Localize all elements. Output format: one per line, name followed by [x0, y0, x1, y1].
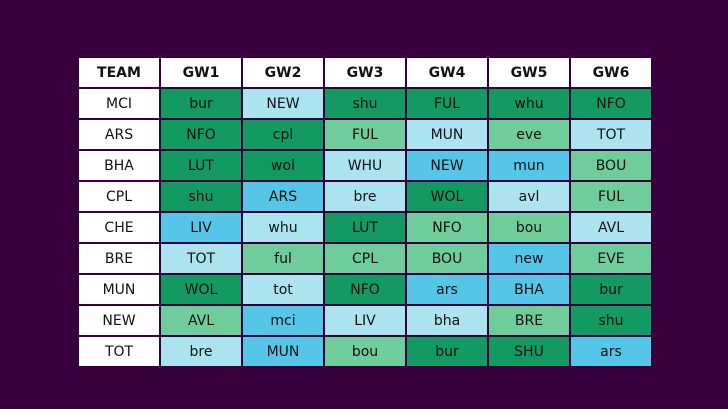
fixture-cell: mci: [243, 306, 323, 335]
fixture-cell: LUT: [325, 213, 405, 242]
fixture-cell: ars: [407, 275, 487, 304]
fixture-cell: shu: [571, 306, 651, 335]
team-name-cell: MCI: [79, 89, 159, 118]
fixture-cell: WHU: [325, 151, 405, 180]
team-name-cell: BRE: [79, 244, 159, 273]
fixture-cell: mun: [489, 151, 569, 180]
team-name-cell: CHE: [79, 213, 159, 242]
fixture-cell: AVL: [571, 213, 651, 242]
fixture-cell: WOL: [161, 275, 241, 304]
fixture-cell: BRE: [489, 306, 569, 335]
fixture-cell: shu: [325, 89, 405, 118]
team-name-cell: ARS: [79, 120, 159, 149]
fixture-cell: whu: [243, 213, 323, 242]
fixture-cell: NEW: [407, 151, 487, 180]
fixture-cell: BOU: [407, 244, 487, 273]
header-gw6: GW6: [571, 58, 651, 87]
fixture-cell: TOT: [161, 244, 241, 273]
fixture-cell: WOL: [407, 182, 487, 211]
fixture-cell: ARS: [243, 182, 323, 211]
fixture-cell: new: [489, 244, 569, 273]
fixture-cell: bur: [161, 89, 241, 118]
fixture-cell: NFO: [161, 120, 241, 149]
fixture-cell: BHA: [489, 275, 569, 304]
fixture-cell: whu: [489, 89, 569, 118]
header-gw2: GW2: [243, 58, 323, 87]
fixture-cell: bur: [407, 337, 487, 366]
fixture-cell: bur: [571, 275, 651, 304]
fixture-cell: BOU: [571, 151, 651, 180]
fixture-cell: FUL: [407, 89, 487, 118]
fixture-cell: wol: [243, 151, 323, 180]
fixture-cell: eve: [489, 120, 569, 149]
fixture-cell: FUL: [571, 182, 651, 211]
fixture-cell: bou: [489, 213, 569, 242]
fixture-cell: shu: [161, 182, 241, 211]
fixture-cell: bre: [161, 337, 241, 366]
fixture-cell: NFO: [571, 89, 651, 118]
fixture-cell: bha: [407, 306, 487, 335]
fixture-cell: ars: [571, 337, 651, 366]
fixture-cell: tot: [243, 275, 323, 304]
fixture-cell: LIV: [325, 306, 405, 335]
fixture-cell: SHU: [489, 337, 569, 366]
team-name-cell: CPL: [79, 182, 159, 211]
fixture-cell: NFO: [325, 275, 405, 304]
fixture-cell: NEW: [243, 89, 323, 118]
team-name-cell: TOT: [79, 337, 159, 366]
fixture-cell: FUL: [325, 120, 405, 149]
fixture-cell: AVL: [161, 306, 241, 335]
fixture-cell: LIV: [161, 213, 241, 242]
fixture-cell: MUN: [243, 337, 323, 366]
fixture-cell: MUN: [407, 120, 487, 149]
header-gw1: GW1: [161, 58, 241, 87]
fixture-cell: NFO: [407, 213, 487, 242]
header-gw3: GW3: [325, 58, 405, 87]
fixture-cell: bre: [325, 182, 405, 211]
fixture-cell: cpl: [243, 120, 323, 149]
header-team: TEAM: [79, 58, 159, 87]
header-gw5: GW5: [489, 58, 569, 87]
header-gw4: GW4: [407, 58, 487, 87]
team-name-cell: NEW: [79, 306, 159, 335]
fixture-cell: EVE: [571, 244, 651, 273]
team-name-cell: MUN: [79, 275, 159, 304]
fixture-difficulty-table: TEAM GW1 GW2 GW3 GW4 GW5 GW6 MCI bur NEW shu FUL whu…: [79, 58, 651, 366]
fixture-cell: CPL: [325, 244, 405, 273]
fixture-cell: LUT: [161, 151, 241, 180]
fixture-cell: ful: [243, 244, 323, 273]
fixture-cell: bou: [325, 337, 405, 366]
fixture-cell: avl: [489, 182, 569, 211]
team-name-cell: BHA: [79, 151, 159, 180]
fixture-cell: TOT: [571, 120, 651, 149]
